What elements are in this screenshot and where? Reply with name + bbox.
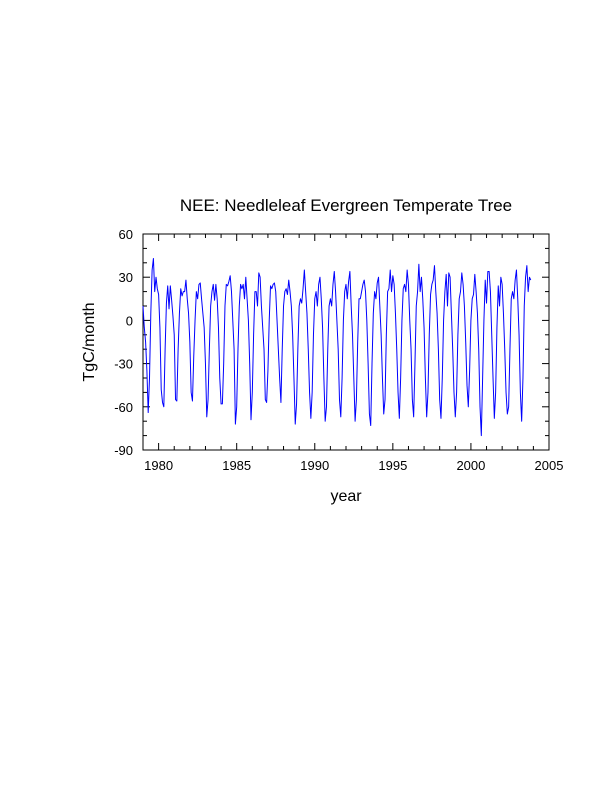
x-tick-label: 1985	[222, 458, 251, 473]
plot-frame	[142, 233, 550, 451]
x-tick-label: 1990	[300, 458, 329, 473]
x-tick-label: 2000	[456, 458, 485, 473]
chart-title: NEE: Needleleaf Evergreen Temperate Tree	[180, 196, 512, 215]
y-tick-label: 30	[119, 270, 133, 285]
series-line-nee	[142, 257, 532, 437]
y-tick-label: 60	[119, 227, 133, 242]
y-tick-label: -90	[114, 443, 133, 458]
y-tick-label: -30	[114, 357, 133, 372]
y-axis-ticks: 60 30 0 -30 -60 -90	[114, 227, 549, 458]
x-tick-label: 1995	[378, 458, 407, 473]
x-axis-label: year	[330, 488, 362, 505]
y-tick-label: -60	[114, 400, 133, 415]
x-tick-label: 2005	[535, 458, 564, 473]
y-tick-label: 0	[126, 313, 133, 328]
x-tick-label: 1980	[144, 458, 173, 473]
y-axis-label: TgC/month	[81, 302, 98, 381]
x-axis-ticks: 1980 1985 1990 1995 2000 2005	[142, 234, 564, 473]
